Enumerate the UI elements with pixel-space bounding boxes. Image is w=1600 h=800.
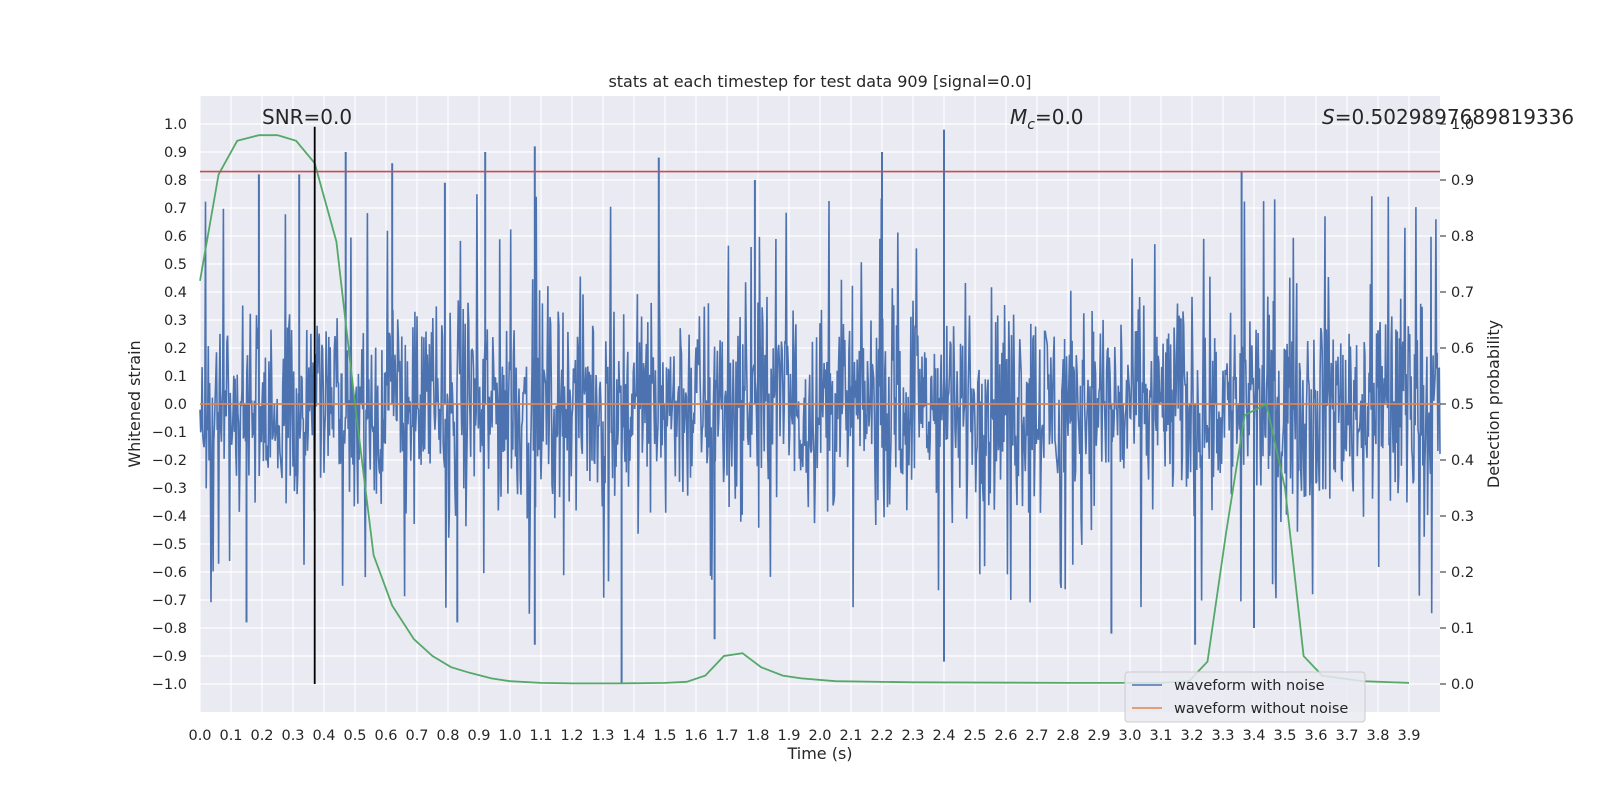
line-series-layer — [199, 126, 1440, 685]
x-tick-label: 0.1 — [219, 728, 242, 744]
y-tick-label: −0.7 — [152, 593, 187, 609]
y-tick-label: −0.1 — [152, 425, 187, 441]
x-tick-label: 2.9 — [1087, 728, 1110, 744]
y2-axis-label: Detection probability — [1484, 320, 1503, 488]
y2-tick-label: 0.2 — [1451, 565, 1474, 581]
x-tick-label: 0.2 — [250, 728, 273, 744]
x-tick-label: 3.1 — [1149, 728, 1172, 744]
y2-tick-label: 0.0 — [1451, 677, 1474, 693]
legend-box — [1124, 671, 1366, 723]
y-tick-label: 0.2 — [164, 341, 187, 357]
x-tick-label: 3.0 — [1118, 728, 1141, 744]
chirp-mass-value: =0.0 — [1035, 105, 1084, 129]
y-tick-label: 0.1 — [164, 369, 187, 385]
x-tick-label: 1.2 — [560, 728, 583, 744]
x-tick-label: 1.0 — [498, 728, 521, 744]
detection-probability-line — [199, 134, 1410, 685]
y2-tick-label: 0.3 — [1451, 509, 1474, 525]
y-tick-label: −1.0 — [152, 677, 187, 693]
y-tick-label: −0.9 — [152, 649, 187, 665]
snr-annotation: SNR=0.0 — [262, 105, 352, 129]
x-tick-label: 1.8 — [746, 728, 769, 744]
x-tick-label: 3.4 — [1242, 728, 1265, 744]
x-tick-label: 0.3 — [281, 728, 304, 744]
y-tick-label: 0.5 — [164, 257, 187, 273]
score-symbol: S — [1322, 105, 1335, 129]
y-tick-label: 0.7 — [164, 201, 187, 217]
y2-tick-label: 0.5 — [1451, 397, 1474, 413]
y-tick-labels: 1.0 0.9 0.8 0.7 0.6 0.5 0.4 0.3 0.2 0.1 0.0 −0.1 −0.… — [152, 117, 187, 693]
y-tick-label: 0.9 — [164, 145, 187, 161]
x-tick-label: 3.5 — [1273, 728, 1296, 744]
y2-tick-label: 0.7 — [1451, 285, 1474, 301]
y2-tick-label: 0.9 — [1451, 173, 1474, 189]
y-tick-label: −0.6 — [152, 565, 187, 581]
y-tick-label: −0.5 — [152, 537, 187, 553]
x-tick-label: 1.1 — [529, 728, 552, 744]
y-axis-label: Whitened strain — [125, 340, 144, 467]
waveform-with-noise-series — [199, 129, 1441, 684]
legend: waveform with noise waveform without noi… — [1124, 671, 1366, 723]
x-tick-label: 2.4 — [932, 728, 955, 744]
y-tick-label: 0.0 — [164, 397, 187, 413]
y-tick-label: −0.8 — [152, 621, 187, 637]
y-tick-label: 0.4 — [164, 285, 187, 301]
chart-title: stats at each timestep for test data 909… — [608, 72, 1031, 91]
y2-tick-label: 0.4 — [1451, 453, 1474, 469]
x-tick-label: 0.6 — [374, 728, 397, 744]
x-tick-label: 0.0 — [188, 728, 211, 744]
y-tick-label: 0.8 — [164, 173, 187, 189]
x-tick-labels: 0.0 0.1 0.2 0.3 0.4 0.5 0.6 0.7 0.8 0.9 1.0 1.1 1.2 1… — [188, 728, 1420, 744]
x-tick-label: 1.3 — [591, 728, 614, 744]
x-tick-label: 2.1 — [839, 728, 862, 744]
chirp-mass-subscript: c — [1027, 117, 1035, 133]
x-tick-label: 2.8 — [1056, 728, 1079, 744]
x-tick-label: 2.0 — [808, 728, 831, 744]
y-tick-label: 1.0 — [164, 117, 187, 133]
x-tick-label: 2.3 — [901, 728, 924, 744]
x-tick-label: 2.2 — [870, 728, 893, 744]
x-tick-label: 0.8 — [436, 728, 459, 744]
y-tick-label: 0.6 — [164, 229, 187, 245]
x-tick-label: 1.4 — [622, 728, 645, 744]
score-value: =0.5029897689819336 — [1335, 105, 1574, 129]
x-tick-label: 2.6 — [994, 728, 1017, 744]
legend-label-with-noise: waveform with noise — [1174, 678, 1325, 694]
x-tick-label: 3.8 — [1366, 728, 1389, 744]
y-tick-label: −0.4 — [152, 509, 187, 525]
y2-tick-label: 0.8 — [1451, 229, 1474, 245]
chirp-mass-annotation: Mc=0.0 — [1010, 105, 1084, 133]
x-tick-label: 1.9 — [777, 728, 800, 744]
y-tick-label: −0.3 — [152, 481, 187, 497]
x-tick-label: 0.4 — [312, 728, 335, 744]
score-annotation: S=0.5029897689819336 — [1322, 105, 1574, 129]
x-axis-label: Time (s) — [786, 744, 852, 763]
x-tick-label: 3.2 — [1180, 728, 1203, 744]
x-tick-label: 0.9 — [467, 728, 490, 744]
x-tick-label: 3.7 — [1335, 728, 1358, 744]
y-tick-label: 0.3 — [164, 313, 187, 329]
x-tick-label: 2.5 — [963, 728, 986, 744]
y2-tick-label: 1.0 — [1451, 117, 1474, 133]
x-tick-label: 2.7 — [1025, 728, 1048, 744]
y2-tick-label: 0.6 — [1451, 341, 1474, 357]
x-tick-label: 0.7 — [405, 728, 428, 744]
y2-tick-label: 0.1 — [1451, 621, 1474, 637]
x-tick-label: 1.7 — [715, 728, 738, 744]
x-tick-label: 3.6 — [1304, 728, 1327, 744]
x-tick-label: 1.5 — [653, 728, 676, 744]
chirp-mass-symbol: M — [1010, 105, 1027, 129]
x-tick-label: 3.3 — [1211, 728, 1234, 744]
waveform-with-noise-line — [199, 194, 1441, 614]
y-tick-label: −0.2 — [152, 453, 187, 469]
y2-tick-labels: 1.0 0.9 0.8 0.7 0.6 0.5 0.4 0.3 0.2 0.1 0.0 — [1440, 117, 1474, 693]
x-tick-label: 3.9 — [1397, 728, 1420, 744]
x-tick-label: 1.6 — [684, 728, 707, 744]
x-tick-label: 0.5 — [343, 728, 366, 744]
legend-label-without-noise: waveform without noise — [1174, 701, 1348, 717]
